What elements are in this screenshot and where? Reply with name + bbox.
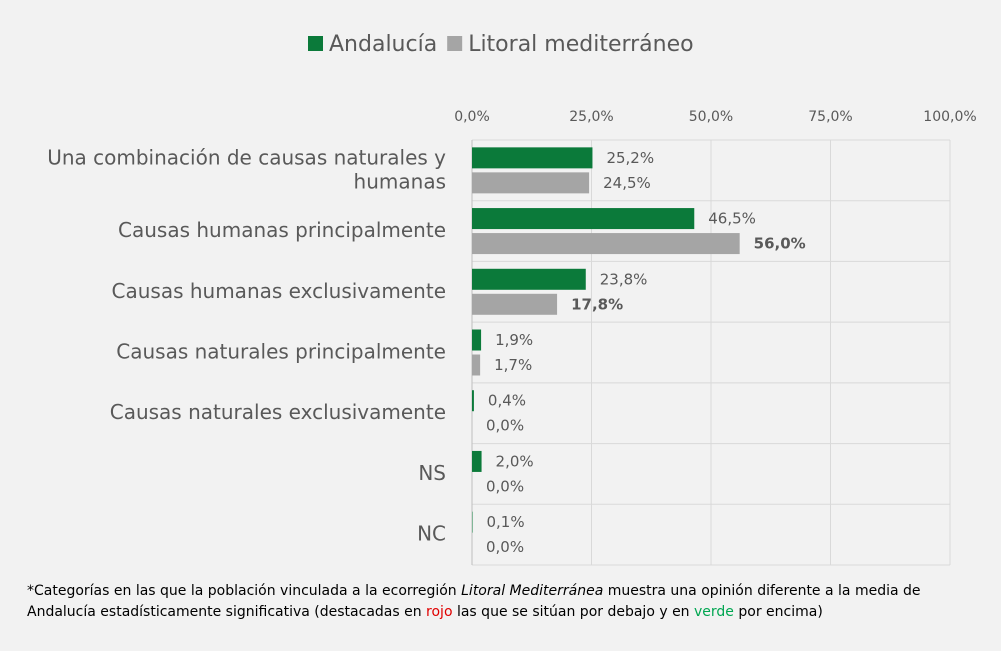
legend-label: Litoral mediterráneo bbox=[468, 32, 693, 57]
category-line: humanas bbox=[354, 169, 446, 193]
footnote-text: por encima) bbox=[733, 604, 823, 620]
category-line: NC bbox=[417, 521, 446, 545]
value-label: 25,2% bbox=[606, 149, 654, 167]
legend-swatch bbox=[308, 36, 323, 51]
bar bbox=[472, 293, 558, 315]
category-label: Causas naturales exclusivamente bbox=[110, 400, 446, 424]
category-label: Una combinación de causas naturales y hum… bbox=[47, 145, 446, 193]
category-line: Una combinación de causas naturales y bbox=[47, 145, 446, 169]
value-label: 17,8% bbox=[571, 295, 623, 313]
x-tick-label: 0,0% bbox=[454, 109, 490, 125]
footnote: *Categorías en las que la población vinc… bbox=[27, 581, 977, 623]
value-label: 24,5% bbox=[603, 174, 651, 192]
bar bbox=[472, 450, 482, 472]
bar bbox=[472, 147, 593, 169]
bar bbox=[472, 208, 695, 230]
footnote-text: Litoral Mediterránea bbox=[461, 583, 604, 599]
bar bbox=[472, 390, 474, 412]
category-label: Causas humanas principalmente bbox=[118, 218, 446, 242]
footnote-text: las que se sitúan por debajo y en bbox=[452, 604, 695, 620]
x-tick-label: 100,0% bbox=[923, 109, 976, 125]
category-line: Causas humanas exclusivamente bbox=[112, 278, 447, 302]
value-label: 46,5% bbox=[708, 210, 756, 228]
category-label: Causas humanas exclusivamente bbox=[112, 278, 447, 302]
x-tick-label: 75,0% bbox=[808, 109, 852, 125]
legend: Andalucía Litoral mediterráneo bbox=[308, 32, 694, 57]
value-label: 0,4% bbox=[488, 392, 526, 410]
footnote-text: rojo bbox=[426, 604, 453, 620]
value-label: 1,7% bbox=[494, 356, 532, 374]
value-label: 0,0% bbox=[486, 417, 524, 435]
bar bbox=[472, 354, 481, 376]
value-label: 2,0% bbox=[496, 452, 534, 470]
category-label: Causas naturales principalmente bbox=[116, 339, 446, 363]
category-label: NC bbox=[417, 521, 446, 545]
value-label: 0,0% bbox=[486, 477, 524, 495]
footnote-text: muestra una opinión diferente a la media… bbox=[27, 583, 921, 620]
value-label: 1,9% bbox=[495, 331, 533, 349]
category-line: NS bbox=[418, 460, 446, 484]
category-label: NS bbox=[418, 460, 446, 484]
value-label: 56,0% bbox=[754, 235, 806, 253]
footnote-text: verde bbox=[694, 604, 734, 620]
value-label: 0,1% bbox=[486, 513, 524, 531]
x-tick-label: 50,0% bbox=[689, 109, 733, 125]
category-line: Causas naturales exclusivamente bbox=[110, 400, 446, 424]
legend-label: Andalucía bbox=[329, 32, 437, 57]
category-line: Causas naturales principalmente bbox=[116, 339, 446, 363]
legend-swatch bbox=[447, 36, 463, 51]
bar bbox=[472, 268, 586, 290]
bar bbox=[472, 329, 482, 351]
value-label: 0,0% bbox=[486, 538, 524, 556]
value-label: 23,8% bbox=[600, 270, 648, 288]
bar bbox=[472, 233, 740, 255]
x-tick-label: 25,0% bbox=[569, 109, 613, 125]
category-line: Causas humanas principalmente bbox=[118, 218, 446, 242]
chart: Andalucía Litoral mediterráneo 0,0% 25,0% 50… bbox=[47, 32, 977, 566]
footnote-text: *Categorías en las que la población vinc… bbox=[27, 583, 462, 599]
bar bbox=[472, 172, 590, 194]
